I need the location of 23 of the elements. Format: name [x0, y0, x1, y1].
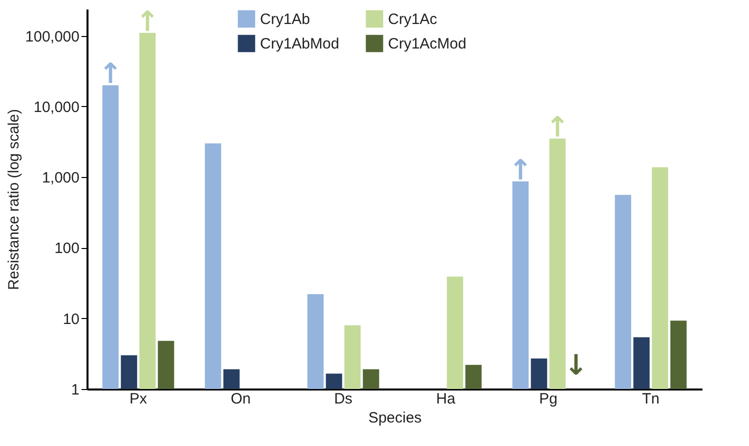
x-tick-label: Pg [539, 390, 558, 408]
y-tick-label: 10 [62, 310, 80, 328]
x-tick-label: Tn [642, 390, 660, 408]
annotation: ↑ [136, 4, 160, 38]
legend-label: Cry1AbMod [260, 36, 340, 52]
y-tick-label: 1 [71, 382, 80, 398]
annotation: ↑ [546, 110, 570, 144]
annotation: ↓ [564, 348, 588, 382]
y-tick-label: 1,000 [42, 170, 80, 187]
legend-label: Cry1Ab [260, 10, 310, 28]
legend-label: Cry1Ac [388, 10, 438, 28]
y-tick-label: 100,000 [25, 28, 80, 46]
x-tick-label: Ha [436, 390, 456, 408]
x-tick-label: On [230, 390, 251, 408]
x-axis-title: Species [368, 410, 422, 426]
annotation: ↑ [508, 153, 532, 186]
y-tick-label: 100 [54, 240, 80, 258]
legend-label: Cry1AcMod [388, 36, 466, 52]
x-tick-label: Ds [334, 390, 352, 408]
x-tick-label: Px [129, 390, 148, 408]
annotation: ↑ [98, 57, 122, 90]
y-tick-label: 10,000 [34, 98, 80, 116]
y-axis-title: Resistance ratio (log scale) [5, 109, 22, 290]
